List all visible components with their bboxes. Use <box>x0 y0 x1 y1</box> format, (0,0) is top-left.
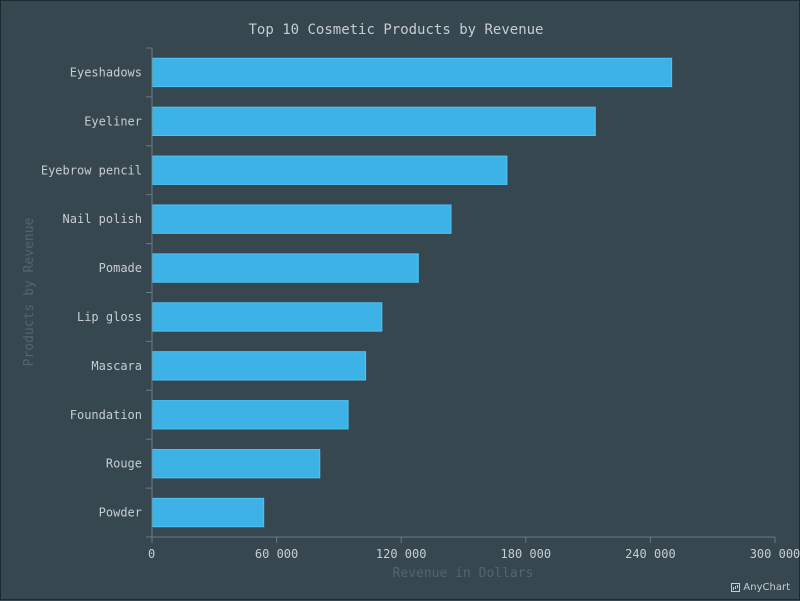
bar-nail-polish[interactable] <box>152 204 452 234</box>
x-tick-label: 120 000 <box>376 547 427 561</box>
bar-eyebrow-pencil[interactable] <box>152 155 508 185</box>
x-axis-title: Revenue in Dollars <box>393 566 534 581</box>
y-tick-label: Nail polish <box>63 212 142 226</box>
bar-series <box>152 57 673 528</box>
y-tick-label: Foundation <box>70 408 142 422</box>
x-tick-label: 0 <box>148 547 155 561</box>
anychart-logo-icon <box>731 583 741 592</box>
bar-mascara[interactable] <box>152 351 367 381</box>
bar-eyeliner[interactable] <box>152 106 596 137</box>
y-tick-label: Lip gloss <box>77 310 142 324</box>
x-axis: 0 60 000 120 000 180 000 240 000 300 000 <box>148 536 800 561</box>
y-tick-label: Rouge <box>106 457 142 471</box>
bar-eyeshadows[interactable] <box>152 57 673 88</box>
anychart-credits[interactable]: AnyChart <box>731 582 790 593</box>
y-tick-label: Eyeshadows <box>70 65 142 79</box>
bar-powder[interactable] <box>152 497 265 528</box>
chart-title: Top 10 Cosmetic Products by Revenue <box>248 22 543 38</box>
bar-rouge[interactable] <box>152 448 321 479</box>
bar-lip-gloss[interactable] <box>152 302 383 332</box>
y-axis-title: Products by Revenue <box>22 217 37 366</box>
x-tick-label: 300 000 <box>750 547 800 561</box>
x-tick-label: 60 000 <box>255 547 298 561</box>
y-axis: Eyeshadows Eyeliner Eyebrow pencil Nail pol… <box>41 47 153 538</box>
x-tick-label: 180 000 <box>501 547 552 561</box>
y-tick-label: Eyebrow pencil <box>41 163 142 177</box>
y-tick-label: Mascara <box>91 359 142 373</box>
bar-foundation[interactable] <box>152 400 349 430</box>
credits-label: AnyChart <box>743 582 790 593</box>
y-tick-label: Pomade <box>99 261 142 275</box>
y-tick-label: Powder <box>99 506 142 520</box>
y-tick-label: Eyeliner <box>84 114 142 128</box>
bar-pomade[interactable] <box>152 253 419 283</box>
x-tick-label: 240 000 <box>625 547 676 561</box>
